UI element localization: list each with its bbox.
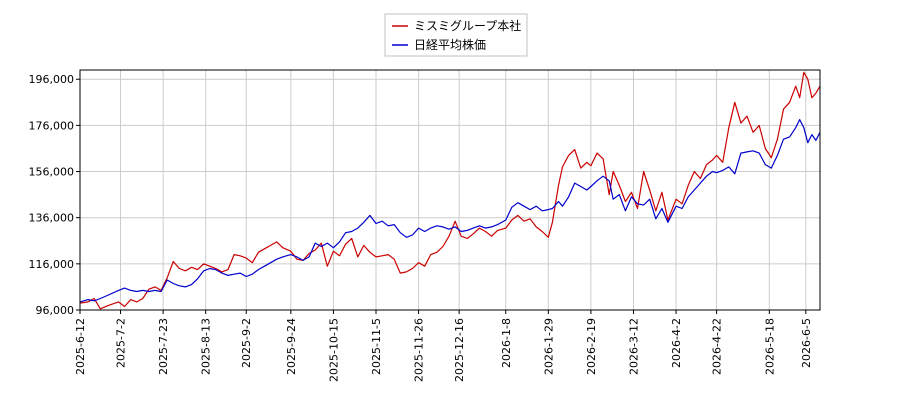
legend-label-1: 日経平均株価 xyxy=(414,37,486,52)
x-tick-label: 2026-4-22 xyxy=(711,318,724,375)
x-tick-label: 2025-11-26 xyxy=(413,318,426,382)
series-layer xyxy=(79,71,821,310)
y-tick-label: 176,000 xyxy=(29,119,75,132)
x-tick-label: 2026-6-5 xyxy=(800,318,813,368)
x-tick-label: 2025-6-12 xyxy=(74,318,87,375)
plot-frame xyxy=(79,69,821,311)
legend-label-0: ミスミグループ本社 xyxy=(414,18,521,33)
x-tick-label: 2025-12-16 xyxy=(453,318,466,382)
x-tick-label: 2025-7-2 xyxy=(115,318,128,368)
x-tick-label: 2025-11-5 xyxy=(370,318,383,375)
series-line-0 xyxy=(79,71,821,310)
x-tick-label: 2026-5-18 xyxy=(763,318,776,375)
legend-box xyxy=(384,13,528,57)
x-tick-label: 2025-9-24 xyxy=(285,318,298,375)
x-tick-label: 2026-3-12 xyxy=(627,318,640,375)
x-tick-label: 2025-9-2 xyxy=(240,318,253,368)
x-tick-label: 2026-1-8 xyxy=(500,318,513,368)
x-tick-label: 2025-7-23 xyxy=(157,318,170,375)
grid-layer xyxy=(79,70,820,311)
y-tick-label: 96,000 xyxy=(36,304,75,317)
x-tick-label: 2025-8-13 xyxy=(200,318,213,375)
y-tick-label: 116,000 xyxy=(29,258,75,271)
x-tick-label: 2026-4-2 xyxy=(670,318,683,368)
x-tick-label: 2026-2-19 xyxy=(585,318,598,375)
y-tick-label: 196,000 xyxy=(29,73,75,86)
x-tick-label: 2026-1-29 xyxy=(542,318,555,375)
y-tick-label: 156,000 xyxy=(29,166,75,179)
axis-layer: 96,000 116,000 136,000 156,000 176,000 196,00… xyxy=(29,73,813,382)
legend: ミスミグループ本社 日経平均株価 xyxy=(384,13,528,57)
series-line-1 xyxy=(79,118,821,303)
x-tick-label: 2025-10-15 xyxy=(327,318,340,382)
y-tick-label: 136,000 xyxy=(29,212,75,225)
